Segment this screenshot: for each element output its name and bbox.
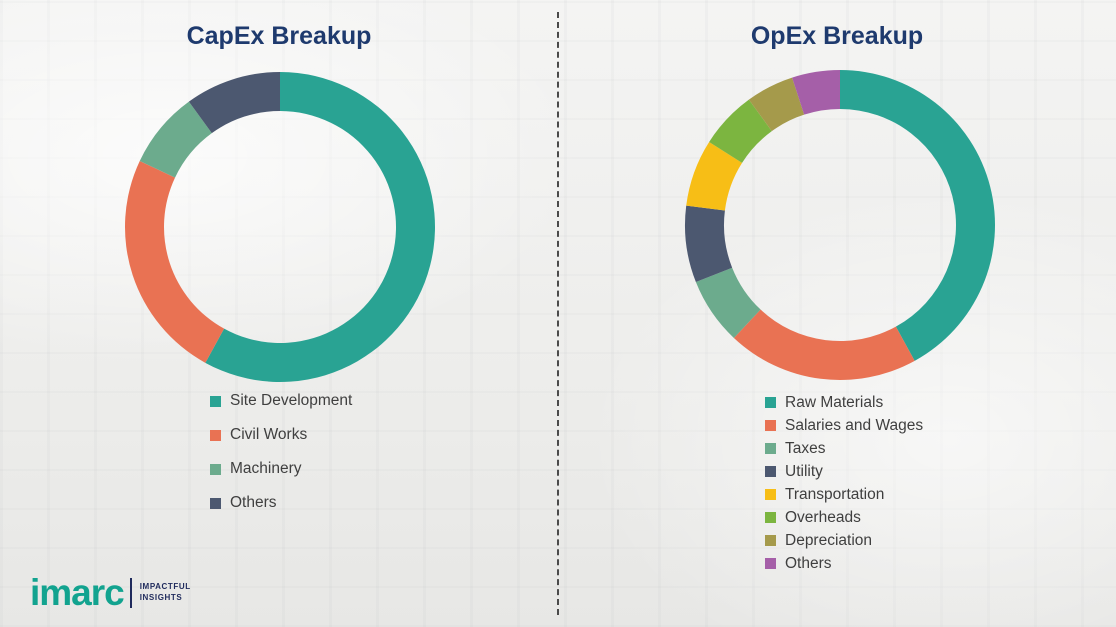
legend-label-others: Others (785, 554, 832, 572)
legend-label-taxes: Taxes (785, 439, 826, 457)
legend-swatch-site-development (210, 395, 221, 407)
logo-wordmark: imarc (30, 572, 125, 613)
donut-segment-taxes (695, 267, 761, 338)
opex-donut-chart (684, 70, 996, 380)
donut-segment-machinery (139, 101, 212, 178)
legend-swatch-civil-works (210, 429, 221, 441)
logo-tagline-line2: INSIGHTS (139, 592, 183, 602)
donut-segment-civil-works (124, 161, 225, 363)
donut-segment-raw-materials (840, 70, 996, 361)
legend-swatch-others (210, 497, 221, 509)
legend-item-machinery: Machinery (210, 458, 352, 480)
legend-label-others: Others (230, 494, 277, 511)
legend-swatch-taxes (765, 443, 776, 454)
logo-divider-bar (129, 577, 132, 608)
legend-label-machinery: Machinery (230, 460, 302, 477)
legend-label-raw-materials: Raw Materials (785, 393, 884, 411)
legend-item-depreciation: Depreciation (765, 530, 923, 551)
legend-swatch-salaries-and-wages (765, 420, 776, 431)
legend-item-taxes: Taxes (765, 438, 923, 459)
legend-item-overheads: Overheads (765, 507, 923, 528)
capex-panel: CapEx Breakup Site Development Civil Work… (124, 22, 435, 526)
opex-chart-title: OpEx Breakup (750, 22, 924, 50)
legend-label-salaries-and-wages: Salaries and Wages (785, 416, 924, 434)
donut-segment-depreciation (748, 77, 805, 132)
legend-item-site-development: Site Development (210, 390, 352, 412)
logo-tagline: IMPACTFUL INSIGHTS (140, 582, 191, 603)
logo-tagline-line1: IMPACTFUL (139, 582, 191, 592)
legend-swatch-depreciation (765, 535, 776, 546)
imarc-logo: imarc IMPACTFUL INSIGHTS (30, 574, 191, 611)
legend-item-others: Others (765, 553, 923, 574)
legend-label-depreciation: Depreciation (785, 531, 873, 549)
legend-swatch-machinery (210, 463, 221, 475)
donut-segment-salaries-and-wages (733, 309, 915, 380)
legend-swatch-utility (765, 466, 776, 477)
legend-swatch-raw-materials (765, 397, 776, 408)
donut-segment-others (188, 72, 280, 134)
donut-segment-site-development (205, 72, 435, 383)
capex-donut-chart (124, 72, 435, 383)
legend-label-utility: Utility (785, 462, 823, 480)
donut-segment-others (792, 70, 840, 115)
legend-label-civil-works: Civil Works (230, 426, 308, 443)
capex-legend: Site Development Civil Works Machinery Othe… (210, 390, 352, 526)
legend-swatch-overheads (765, 512, 776, 523)
donut-segment-overheads (709, 99, 772, 163)
legend-label-overheads: Overheads (785, 508, 861, 526)
opex-legend: Raw Materials Salaries and Wages Taxes Util… (765, 392, 923, 576)
legend-item-others: Others (210, 492, 352, 514)
opex-panel: OpEx Breakup Raw Materials Salaries and W… (558, 0, 1116, 627)
legend-item-civil-works: Civil Works (210, 424, 352, 446)
legend-item-raw-materials: Raw Materials (765, 392, 923, 413)
donut-segment-utility (684, 205, 733, 283)
donut-segment-transportation (686, 141, 743, 211)
legend-item-salaries-and-wages: Salaries and Wages (765, 415, 923, 436)
legend-item-utility: Utility (765, 461, 923, 482)
legend-item-transportation: Transportation (765, 484, 923, 505)
legend-swatch-others (765, 558, 776, 569)
capex-chart-title: CapEx Breakup (186, 22, 372, 50)
legend-label-transportation: Transportation (785, 485, 885, 503)
legend-swatch-transportation (765, 489, 776, 500)
vertical-dashed-divider (557, 12, 559, 615)
legend-label-site-development: Site Development (230, 392, 353, 409)
